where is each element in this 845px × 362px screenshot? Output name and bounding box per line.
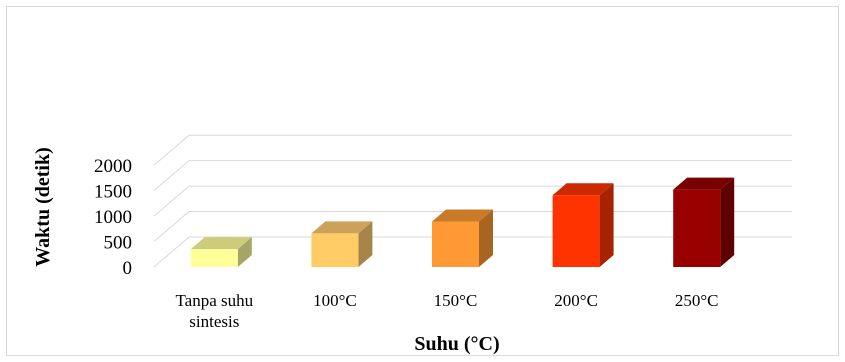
bar-side [599,183,614,267]
bar-front [311,233,359,267]
x-axis-categories: Tanpa suhu sintesis 100°C 150°C 200°C 250°C [175,291,718,331]
y-tick-label: 1500 [94,182,132,203]
y-tick-label: 1000 [94,207,132,228]
bar-side [358,221,373,267]
bar-front [673,189,721,267]
y-axis-title: Waktu (detik) [32,147,54,266]
bar-top [311,221,373,234]
x-category-label: 150°C [434,291,478,310]
bar [673,177,735,267]
bar-top [190,237,252,250]
bar-side [720,177,735,267]
bar-front [190,249,238,267]
x-category-label: Tanpa suhu sintesis [175,291,253,331]
x-category-label: 100°C [313,291,357,310]
x-category-line: 250°C [675,291,719,310]
x-category-label: 250°C [675,291,719,310]
bar [311,221,373,267]
bar-top [432,209,493,222]
x-category-line: 100°C [313,291,357,310]
x-category-line: 150°C [434,291,478,310]
y-axis-ticks: 0 500 1000 1500 2000 [94,156,132,279]
bar [552,183,614,267]
x-category-label: 200°C [554,291,598,310]
bar-side [479,209,493,267]
bars [190,177,735,267]
x-category-line: Tanpa suhu [175,291,253,310]
y-tick-label: 0 [123,258,133,279]
bar-side [237,237,252,267]
bar-front [432,221,479,267]
chart-frame: 0 500 1000 1500 2000 Tanpa suhu sintesis 100°C… [6,6,839,356]
bar [432,209,493,267]
bar-top [673,177,735,190]
x-category-line: 200°C [554,291,598,310]
bar-top [552,183,614,196]
gridline [153,160,792,192]
bar [190,237,252,267]
y-tick-label: 500 [104,233,133,254]
bar-front [552,195,600,267]
bar-chart: 0 500 1000 1500 2000 Tanpa suhu sintesis 100°C… [32,134,792,355]
x-category-line: sintesis [189,312,239,331]
x-axis-title: Suhu (°C) [414,333,499,355]
gridline [153,134,792,166]
y-tick-label: 2000 [94,156,132,177]
